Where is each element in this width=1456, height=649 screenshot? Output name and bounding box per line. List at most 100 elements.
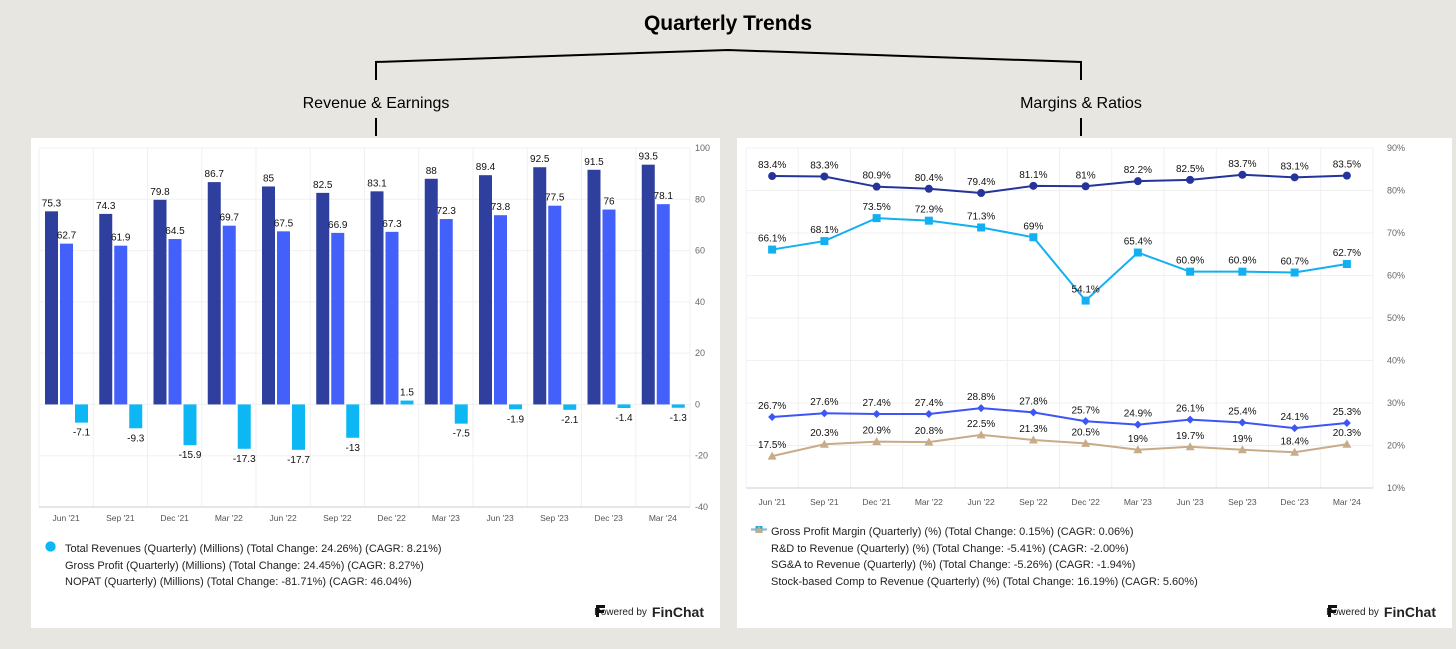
data-label: 21.3%: [1019, 424, 1047, 435]
revenue-earnings-chart: 100 80 60 40 20 0 -20 -40 Jun '21 Sep '21 Dec '21 M…: [38, 143, 710, 523]
data-label: -1.4: [615, 413, 633, 424]
bar-revenue: [153, 199, 167, 405]
rd-to-revenue-point: [1081, 417, 1090, 426]
data-label: 78.1: [654, 191, 674, 202]
gross-profit-margin-point: [977, 189, 986, 198]
gross-profit-margin-point: [820, 172, 829, 181]
legend-item[interactable]: SG&A to Revenue (Quarterly) (%) (Total C…: [751, 526, 1198, 574]
legend-label: Gross Profit (Quarterly) (Millions) (Tot…: [65, 559, 424, 572]
page-title: Quarterly Trends: [643, 12, 813, 35]
data-label: 82.2%: [1124, 165, 1152, 176]
rd-to-revenue-point: [1029, 408, 1038, 417]
right-subtitle: Margins & Ratios: [1020, 95, 1142, 112]
x-tick-label: Dec '22: [377, 513, 406, 523]
bar-revenue: [316, 192, 330, 405]
bar-revenue: [99, 213, 113, 405]
data-label: 83.5%: [1333, 160, 1361, 171]
legend-item[interactable]: Stock-based Comp to Revenue (Quarterly) …: [751, 525, 1198, 591]
bar-nopat: [75, 404, 88, 423]
data-label: 20.8%: [915, 426, 943, 437]
x-tick-label: Dec '23: [1280, 497, 1309, 507]
margins-ratios-chart: 90% 80% 70% 60% 50% 40% 30% 20% 10% Jun '21 Sep '2…: [745, 143, 1405, 507]
legend-item[interactable]: R&D to Revenue (Quarterly) (%) (Total Ch…: [751, 526, 1198, 558]
x-tick-label: Jun '21: [53, 513, 80, 523]
data-label: 69%: [1023, 221, 1043, 232]
legend-item[interactable]: Total Revenues (Quarterly) (Millions) (T…: [45, 541, 442, 558]
data-label: 83.1%: [1280, 161, 1308, 172]
finchat-brand: FinChat: [651, 604, 704, 620]
data-label: 62.7: [57, 231, 77, 242]
data-label: 69.7: [220, 213, 240, 224]
bar-nopat: [617, 404, 631, 409]
x-tick-label: Dec '21: [862, 497, 891, 507]
data-label: 17.5%: [758, 440, 786, 451]
data-label: 66.1%: [758, 234, 786, 245]
legend-label: SG&A to Revenue (Quarterly) (%) (Total C…: [771, 559, 1136, 572]
revenue-earnings-panel: 100 80 60 40 20 0 -20 -40 Jun '21 Sep '21 Dec '21 M…: [31, 138, 720, 628]
data-label: 93.5: [639, 152, 659, 163]
bar-revenue: [45, 211, 58, 405]
data-label: 79.4%: [967, 177, 995, 188]
sbc-to-revenue-point: [819, 439, 829, 448]
data-label: 19.7%: [1176, 431, 1204, 442]
data-label: 27.4%: [915, 398, 943, 409]
finchat-logo-icon: [596, 605, 606, 617]
legend-item[interactable]: NOPAT (Quarterly) (Millions) (Total Chan…: [45, 541, 442, 591]
rd-to-revenue-point: [977, 404, 986, 413]
sga-to-revenue-point: [820, 237, 829, 246]
y-tick-label: 10%: [1387, 483, 1405, 493]
bar-nopat: [346, 404, 360, 438]
bar-nopat: [671, 404, 685, 408]
data-label: -15.9: [179, 450, 202, 461]
data-label: 68.1%: [810, 225, 838, 236]
x-tick-label: Mar '22: [915, 497, 943, 507]
data-label: 25.4%: [1228, 407, 1256, 418]
bar-nopat: [237, 404, 251, 449]
y-tick-label: 40%: [1387, 356, 1405, 366]
data-label: 19%: [1232, 434, 1252, 445]
data-label: 28.8%: [967, 392, 995, 403]
x-tick-label: Jun '22: [968, 497, 995, 507]
gross-profit-margin-point: [1290, 173, 1299, 182]
rd-to-revenue-point: [1186, 415, 1195, 424]
bar-gross-profit: [168, 239, 182, 405]
bracket-connector: [375, 48, 1082, 136]
legend-item[interactable]: Gross Profit (Quarterly) (Millions) (Tot…: [45, 541, 442, 575]
y-tick-label: 90%: [1387, 143, 1405, 153]
data-label: 77.5: [545, 193, 565, 204]
x-tick-label: Sep '22: [323, 513, 352, 523]
data-label: 73.8: [491, 202, 511, 213]
data-label: 26.7%: [758, 401, 786, 412]
bar-revenue: [587, 169, 601, 405]
bar-gross-profit: [439, 219, 453, 405]
bar-revenue: [370, 191, 384, 405]
sbc-to-revenue-point: [1185, 442, 1195, 451]
bar-revenue: [424, 178, 438, 405]
bar-revenue: [207, 182, 221, 405]
data-label: 24.1%: [1280, 412, 1308, 423]
x-tick-label: Mar '24: [649, 513, 677, 523]
data-label: 72.9%: [915, 205, 943, 216]
data-label: 20.3%: [1333, 428, 1361, 439]
bar-nopat: [292, 404, 305, 450]
powered-by: Powered by FinChat: [1326, 604, 1436, 620]
bar-nopat: [563, 404, 577, 410]
sbc-to-revenue-point: [1133, 445, 1143, 454]
bar-gross-profit: [656, 204, 670, 405]
x-tick-label: Mar '24: [1333, 497, 1361, 507]
legend-item[interactable]: Gross Profit Margin (Quarterly) (%) (Tot…: [751, 524, 1198, 541]
data-label: 91.5: [584, 157, 604, 168]
x-tick-label: Sep '21: [810, 497, 839, 507]
x-tick-label: Sep '23: [540, 513, 569, 523]
rd-to-revenue-point: [924, 410, 933, 419]
data-label: -1.3: [670, 413, 688, 424]
left-subtitle: Revenue & Earnings: [302, 95, 450, 112]
data-label: 81%: [1076, 170, 1096, 181]
x-tick-label: Jun '23: [487, 513, 514, 523]
bar-nopat: [400, 400, 414, 405]
rd-to-revenue-point: [1342, 418, 1351, 427]
x-tick-label: Dec '21: [160, 513, 189, 523]
legend-label: Gross Profit Margin (Quarterly) (%) (Tot…: [771, 526, 1134, 539]
rd-to-revenue-point: [872, 410, 881, 419]
finchat-logo-icon: [1328, 605, 1338, 617]
